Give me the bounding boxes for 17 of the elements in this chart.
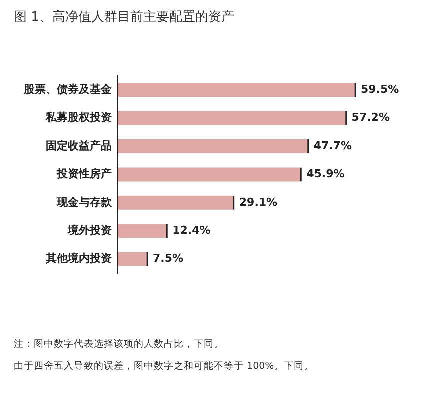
y-tick-label: 固定收益产品 (46, 139, 112, 152)
y-tick-label: 境外投资 (67, 224, 112, 237)
y-tick-label: 私募股权投资 (45, 111, 112, 124)
data-label: 45.9% (306, 168, 345, 181)
y-tick-label: 股票、债券及基金 (23, 82, 113, 96)
data-label: 12.4% (172, 224, 211, 237)
data-label: 7.5% (153, 252, 184, 266)
y-tick-label: 其他境内投资 (45, 252, 112, 266)
data-label: 29.1% (239, 196, 278, 209)
y-tick-label: 现金与存款 (56, 196, 113, 209)
data-label: 57.2% (352, 111, 390, 124)
data-label: 59.5% (361, 82, 400, 96)
y-tick-label: 投资性房产 (56, 168, 112, 181)
data-label: 47.7% (314, 139, 352, 152)
text: 注：图中数字代表选择该项的人数占比，下同。 (14, 338, 225, 352)
chart-title: 图 1、高净值人群目前主要配置的资产 (14, 9, 236, 26)
text: 由于四舍五入导致的误差，图中数字之和可能不等于 100%。下同。 (14, 360, 316, 374)
